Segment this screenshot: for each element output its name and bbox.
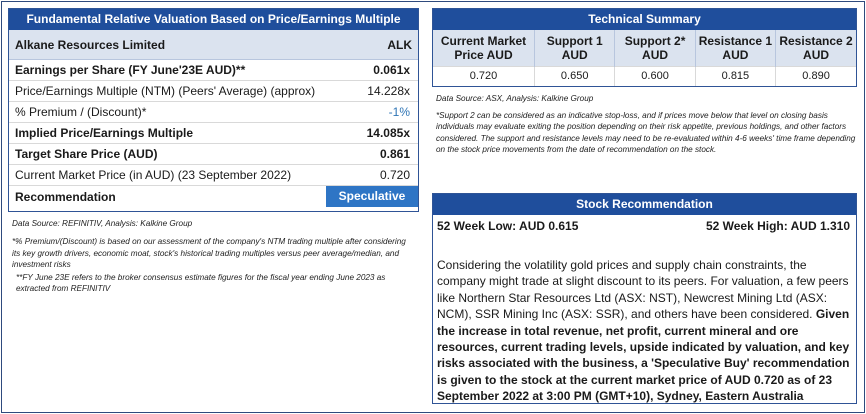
header-resistance-1: Resistance 1 AUD bbox=[695, 30, 777, 66]
fy-note: **FY June 23E refers to the broker conse… bbox=[16, 273, 386, 294]
row-label: Price/Earnings Multiple (NTM) (Peers' Av… bbox=[15, 84, 316, 98]
week-range-row: 52 Week Low: AUD 0.615 52 Week High: AUD… bbox=[433, 215, 856, 241]
company-ticker: ALK bbox=[387, 37, 412, 52]
value-resistance-2: 0.890 bbox=[775, 65, 856, 86]
row-label: Earnings per Share (FY June'23E AUD)** bbox=[15, 63, 246, 77]
row-label: Implied Price/Earnings Multiple bbox=[15, 126, 194, 140]
row-label: % Premium / (Discount)* bbox=[15, 105, 147, 119]
row-label: Current Market Price (in AUD) (23 Septem… bbox=[15, 168, 292, 182]
technical-panel: Technical Summary Current Market Price A… bbox=[432, 8, 857, 87]
row-value: 0.061x bbox=[373, 63, 410, 77]
pe-multiple-row: Price/Earnings Multiple (NTM) (Peers' Av… bbox=[9, 81, 418, 102]
stock-recommendation-panel: Stock Recommendation 52 Week Low: AUD 0.… bbox=[432, 193, 857, 404]
value-support-2: 0.600 bbox=[614, 65, 696, 86]
row-label: Target Share Price (AUD) bbox=[15, 147, 158, 161]
target-price-row: Target Share Price (AUD) 0.861 bbox=[9, 144, 418, 165]
header-support-2: Support 2* AUD bbox=[614, 30, 696, 66]
row-value: 0.720 bbox=[379, 168, 410, 182]
value-cmp: 0.720 bbox=[433, 65, 536, 86]
technical-source: Data Source: ASX, Analysis: Kalkine Grou… bbox=[436, 94, 594, 103]
row-value: 14.085x bbox=[366, 126, 410, 140]
implied-pe-row: Implied Price/Earnings Multiple 14.085x bbox=[9, 123, 418, 144]
company-name: Alkane Resources Limited bbox=[15, 37, 166, 52]
header-resistance-2: Resistance 2 AUD bbox=[775, 30, 856, 66]
recommendation-badge: Speculative Buy bbox=[326, 186, 418, 224]
technical-value-row: 0.720 0.650 0.600 0.815 0.890 bbox=[433, 65, 856, 86]
valuation-title: Fundamental Relative Valuation Based on … bbox=[9, 9, 418, 30]
company-row: Alkane Resources Limited ALK bbox=[9, 30, 418, 60]
current-price-row: Current Market Price (in AUD) (23 Septem… bbox=[9, 165, 418, 186]
technical-table: Current Market Price AUD Support 1 AUD S… bbox=[433, 30, 856, 86]
valuation-notes: Data Source: REFINITIV, Analysis: Kalkin… bbox=[12, 218, 412, 297]
valuation-panel: Fundamental Relative Valuation Based on … bbox=[8, 8, 419, 224]
header-cmp: Current Market Price AUD bbox=[433, 30, 536, 66]
recommendation-text: Considering the volatility gold prices a… bbox=[433, 241, 856, 405]
week-high: 52 Week High: AUD 1.310 bbox=[705, 219, 850, 233]
premium-note: *% Premium/(Discount) is based on our as… bbox=[12, 237, 406, 269]
technical-header-row: Current Market Price AUD Support 1 AUD S… bbox=[433, 30, 856, 66]
row-value: 14.228x bbox=[367, 84, 410, 98]
support-note: *Support 2 can be considered as an indic… bbox=[436, 110, 856, 155]
row-value: -1% bbox=[388, 105, 410, 119]
row-value: 0.861 bbox=[379, 147, 410, 161]
recommendation-text-bold: Given the increase in total revenue, net… bbox=[437, 307, 850, 404]
premium-discount-row: % Premium / (Discount)* -1% bbox=[9, 102, 418, 123]
technical-title: Technical Summary bbox=[433, 9, 856, 30]
week-low: 52 Week Low: AUD 0.615 bbox=[437, 219, 579, 233]
recommendation-row: Recommendation Speculative Buy bbox=[9, 186, 418, 224]
eps-row: Earnings per Share (FY June'23E AUD)** 0… bbox=[9, 60, 418, 81]
header-support-1: Support 1 AUD bbox=[534, 30, 616, 66]
technical-notes: Data Source: ASX, Analysis: Kalkine Grou… bbox=[436, 93, 856, 156]
valuation-source: Data Source: REFINITIV, Analysis: Kalkin… bbox=[12, 219, 193, 228]
recommendation-text-normal: Considering the volatility gold prices a… bbox=[437, 258, 849, 322]
recommendation-label: Recommendation bbox=[15, 189, 116, 204]
value-support-1: 0.650 bbox=[534, 65, 616, 86]
value-resistance-1: 0.815 bbox=[695, 65, 777, 86]
stock-recommendation-title: Stock Recommendation bbox=[433, 194, 856, 215]
